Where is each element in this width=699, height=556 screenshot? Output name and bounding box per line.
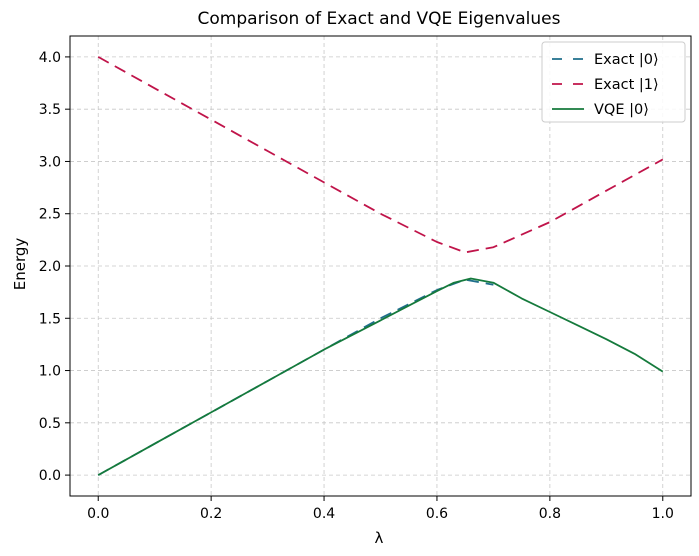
y-tick-label: 3.0: [39, 154, 61, 170]
y-tick-label: 0.0: [39, 468, 61, 484]
y-tick-label: 0.5: [39, 416, 61, 432]
series-line-3: [97, 277, 664, 476]
x-tick-label: 0.8: [539, 506, 561, 522]
legend: Exact |0⟩ Exact |1⟩ VQE |0⟩: [541, 41, 686, 123]
legend-label-1: Exact |0⟩: [594, 52, 659, 68]
y-tick-label: 1.5: [39, 311, 61, 327]
y-tick-label: 2.5: [39, 207, 61, 223]
x-axis-label: λ: [375, 529, 384, 547]
x-tick-label: 0.0: [87, 506, 109, 522]
series-layer: [97, 56, 664, 476]
series-line-2: [97, 56, 664, 254]
legend-label-3: VQE |0⟩: [594, 102, 649, 118]
y-tick-label: 4.0: [39, 50, 61, 66]
y-axis-label: Energy: [11, 238, 29, 291]
ticks: 0.0 0.2 0.4 0.6 0.8 1.0 0.0 0.5 1.0 1.5 2.0 2.5 3.0 3…: [39, 50, 674, 522]
y-tick-label: 3.5: [39, 102, 61, 118]
x-tick-label: 0.2: [200, 506, 222, 522]
grid: [70, 36, 691, 496]
y-tick-label: 1.0: [39, 364, 61, 380]
x-tick-label: 0.4: [313, 506, 335, 522]
x-tick-label: 0.6: [426, 506, 448, 522]
chart-title: Comparison of Exact and VQE Eigenvalues: [198, 9, 561, 29]
x-tick-label: 1.0: [652, 506, 674, 522]
legend-label-2: Exact |1⟩: [594, 77, 659, 93]
y-tick-label: 2.0: [39, 259, 61, 275]
legend-box: [541, 41, 686, 123]
